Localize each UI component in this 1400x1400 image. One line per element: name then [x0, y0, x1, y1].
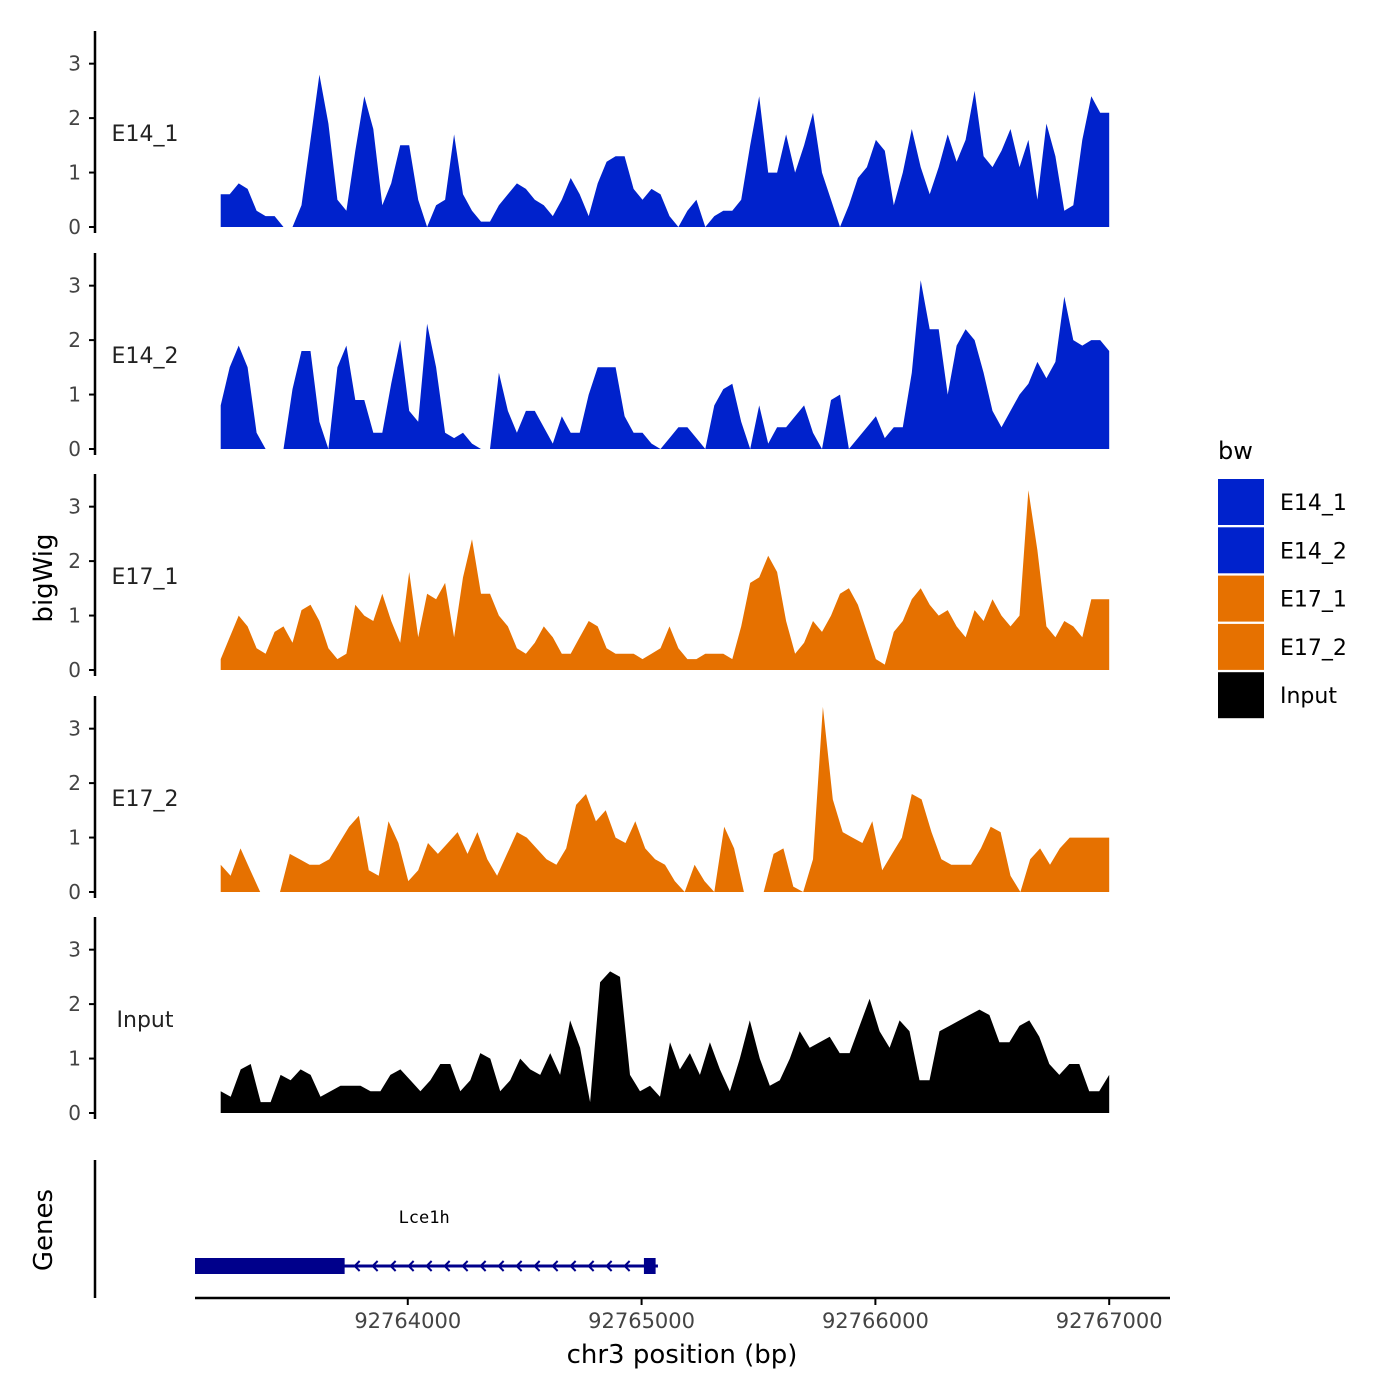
- y-tick-label: 0: [68, 215, 81, 239]
- strand-chevron: [407, 1260, 415, 1272]
- y-tick-label: 2: [68, 771, 81, 795]
- x-axis-ticks: 92764000 92765000 92766000 92767000: [354, 1298, 1163, 1333]
- y-tick-label: 1: [68, 383, 81, 407]
- strand-chevron: [497, 1260, 505, 1272]
- gene-track: Lce1h: [195, 1208, 658, 1274]
- legend-label: E17_2: [1280, 636, 1347, 661]
- y-tick-label: 0: [68, 437, 81, 461]
- y-tick-label: 3: [68, 52, 81, 76]
- y-tick-label: 1: [68, 161, 81, 185]
- tracks: 0 1 2 3 E14_1 0 1 2 3 E14_2 0 1 2 3 E17_1 0 1 2 3 E17_2 0 1 2 3…: [68, 31, 1110, 1125]
- gene-exon: [643, 1258, 656, 1274]
- y-axis-title: bigWig: [29, 533, 59, 622]
- legend-item-e17-1: E17_1: [1218, 575, 1347, 622]
- strand-chevron: [425, 1260, 433, 1272]
- y-tick-label: 1: [68, 826, 81, 850]
- y-tick-label: 0: [68, 1101, 81, 1125]
- track-label: Input: [117, 1008, 174, 1033]
- strand-chevron: [443, 1260, 451, 1272]
- y-tick-label: 3: [68, 717, 81, 741]
- y-tick-label: 2: [68, 549, 81, 573]
- strand-chevron: [389, 1260, 397, 1272]
- legend-swatch: [1218, 527, 1264, 574]
- gene-exon: [195, 1258, 345, 1274]
- x-tick-label: 92767000: [1056, 1309, 1163, 1333]
- strand-chevron: [353, 1260, 361, 1272]
- y-tick-label: 0: [68, 880, 81, 904]
- y-tick-label: 2: [68, 992, 81, 1016]
- strand-chevron: [551, 1260, 559, 1272]
- x-tick-label: 92765000: [588, 1309, 695, 1333]
- strand-chevron: [569, 1260, 577, 1272]
- strand-chevron: [461, 1260, 469, 1272]
- signal-area: [220, 74, 1110, 227]
- y-tick-label: 1: [68, 604, 81, 628]
- y-tick-label: 2: [68, 328, 81, 352]
- strand-chevron: [587, 1260, 595, 1272]
- track-label: E14_2: [112, 344, 179, 369]
- signal-area: [220, 706, 1110, 892]
- gene-label: Lce1h: [399, 1208, 450, 1228]
- signal-area: [220, 280, 1110, 449]
- y-tick-label: 1: [68, 1047, 81, 1071]
- x-tick-label: 92764000: [354, 1309, 461, 1333]
- legend-item-e17-2: E17_2: [1218, 623, 1347, 670]
- strand-chevron: [479, 1260, 487, 1272]
- track-label: E17_2: [112, 787, 179, 812]
- track-label: E14_1: [112, 122, 179, 147]
- legend-title: bw: [1218, 437, 1253, 465]
- legend-label: E14_1: [1280, 491, 1347, 516]
- legend-item-e14-2: E14_2: [1218, 527, 1347, 574]
- legend-item-input: Input: [1218, 672, 1337, 719]
- legend-swatch: [1218, 672, 1264, 719]
- y-tick-label: 2: [68, 106, 81, 130]
- gene-lce1h: Lce1h: [195, 1208, 658, 1274]
- strand-chevron: [623, 1260, 631, 1272]
- legend-swatch: [1218, 479, 1264, 525]
- strand-chevron: [515, 1260, 523, 1272]
- legend-item-e14-1: E14_1: [1218, 479, 1347, 525]
- strand-chevron: [533, 1260, 541, 1272]
- legend-swatch: [1218, 623, 1264, 670]
- signal-area: [220, 490, 1110, 670]
- gene-track-title: Genes: [29, 1189, 59, 1271]
- track-e14-2: 0 1 2 3 E14_2: [68, 253, 1110, 461]
- signal-area: [220, 971, 1110, 1113]
- x-axis-title: chr3 position (bp): [567, 1340, 798, 1370]
- track-e17-2: 0 1 2 3 E17_2: [68, 696, 1110, 904]
- legend: bw E14_1 E14_2 E17_1 E17_2 Input: [1218, 437, 1347, 719]
- legend-label: E14_2: [1280, 539, 1347, 564]
- legend-label: E17_1: [1280, 588, 1347, 613]
- strand-chevron: [605, 1260, 613, 1272]
- strand-chevron: [371, 1260, 379, 1272]
- y-tick-label: 3: [68, 938, 81, 962]
- legend-swatch: [1218, 575, 1264, 622]
- track-label: E17_1: [112, 565, 179, 590]
- track-e17-1: 0 1 2 3 E17_1: [68, 474, 1110, 682]
- legend-label: Input: [1280, 684, 1337, 709]
- y-tick-label: 0: [68, 658, 81, 682]
- y-tick-label: 3: [68, 495, 81, 519]
- track-input: 0 1 2 3 Input: [68, 917, 1110, 1125]
- y-tick-label: 3: [68, 274, 81, 298]
- x-tick-label: 92766000: [822, 1309, 929, 1333]
- track-e14-1: 0 1 2 3 E14_1: [68, 31, 1110, 239]
